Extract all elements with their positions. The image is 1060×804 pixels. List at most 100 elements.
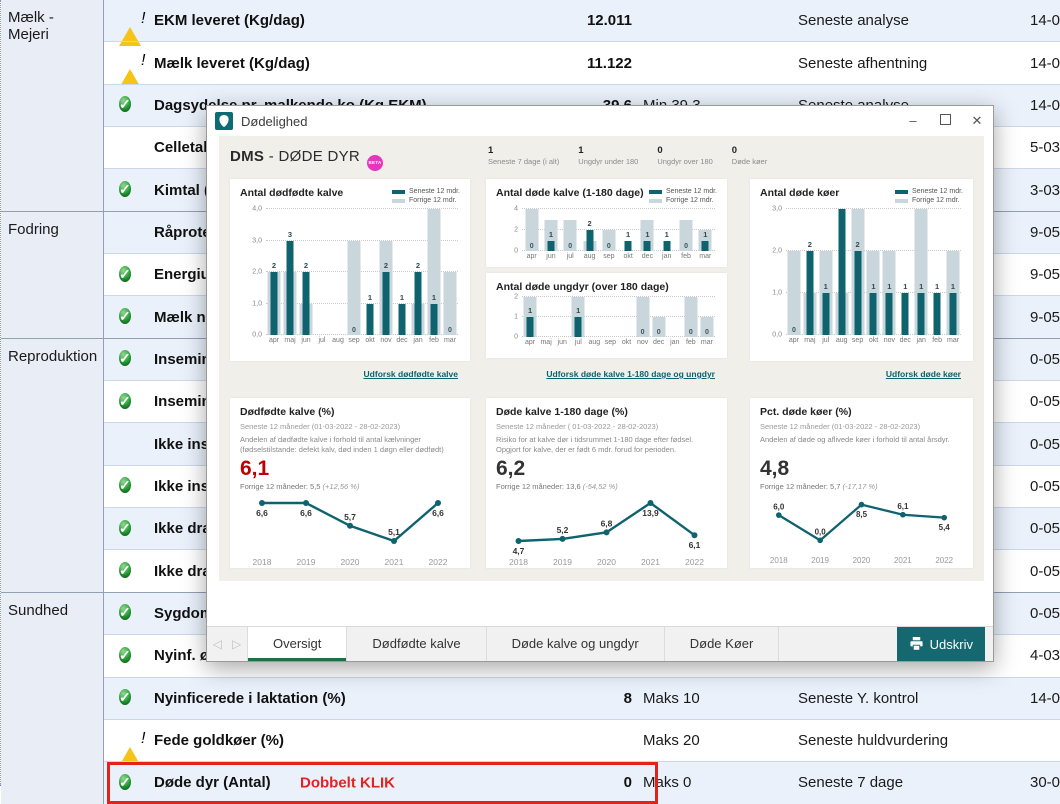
month-label: sep: [850, 337, 866, 344]
table-row[interactable]: !EKM leveret (Kg/dag)12.011Seneste analy…: [104, 0, 1060, 41]
y-tick-label: 2,0: [759, 248, 782, 255]
month-label: apr: [786, 337, 802, 344]
bar-group: 1: [394, 209, 410, 335]
status-ok-glyph: ✓: [119, 604, 131, 620]
tab-scroll-right-icon[interactable]: ▷: [232, 637, 241, 651]
bar-group: 2: [378, 209, 394, 335]
chart-title: Antal dødfødte kalve: [240, 187, 343, 199]
bar-value-label: 1: [887, 282, 891, 291]
bar-group: 0: [676, 209, 695, 251]
tab-d-de-kalve-og-ungdyr[interactable]: Døde kalve og ungdyr: [487, 627, 665, 661]
stat-value: 1: [488, 145, 559, 156]
print-button[interactable]: Udskriv: [897, 627, 985, 661]
y-tick-label: 1: [495, 314, 518, 321]
bar-value-label: 1: [665, 230, 669, 239]
tab-d-df-dte-kalve[interactable]: Dødfødte kalve: [347, 627, 486, 661]
table-row[interactable]: !Fede goldkøer (%)Maks 20Seneste huldvur…: [104, 719, 1060, 761]
row-date: 5-03-23: [1030, 139, 1060, 156]
bar-value-label: 2: [855, 240, 859, 249]
month-label: jul: [561, 253, 580, 260]
year-label: 2022: [685, 557, 704, 567]
dialog-titlebar[interactable]: Dødelighed – ✕: [207, 106, 993, 137]
stat-label: Seneste 7 dage (i alt): [488, 157, 559, 166]
bar-value-label: 1: [703, 230, 707, 239]
bar-latest-12m: [586, 230, 593, 251]
year-label: 2020: [597, 557, 616, 567]
kpi-previous-value: Forrige 12 måneder: 5,7 (-17,17 %): [760, 482, 963, 491]
month-label: sep: [599, 253, 618, 260]
bar-group: [618, 297, 634, 337]
tab-oversigt[interactable]: Oversigt: [247, 627, 347, 661]
status-ok-icon: ✓: [119, 645, 141, 667]
tab-scroll-left-icon[interactable]: ◁: [213, 637, 222, 651]
bar-group: 0: [635, 297, 651, 337]
bar-value-label: 1: [400, 293, 404, 302]
point-value-label: 6,6: [256, 508, 268, 518]
month-label: feb: [676, 253, 695, 260]
status-warning-glyph: [119, 52, 141, 88]
bar-value-label: 2: [587, 219, 591, 228]
dashboard-title: DMS - DØDE DYRBETA: [230, 148, 383, 171]
explore-dead-cows-link[interactable]: Udforsk døde køer: [886, 369, 961, 379]
table-row[interactable]: !Mælk leveret (Kg/dag)11.122Seneste afhe…: [104, 41, 1060, 83]
month-label: dec: [651, 339, 667, 346]
stat-value: 1: [578, 145, 638, 156]
kpi-line-chart: 6,020180,020198,520206,120215,42022: [760, 491, 963, 569]
legend-label: Seneste 12 mdr.: [666, 187, 717, 196]
bar-value-label: 1: [576, 306, 580, 315]
minimize-button[interactable]: –: [897, 106, 929, 136]
data-point: [776, 512, 782, 518]
row-date: 4-03-23: [1030, 647, 1060, 664]
status-alert-icon: [119, 221, 141, 243]
point-value-label: 6,0: [773, 502, 785, 511]
month-label: aug: [834, 337, 850, 344]
status-ok-glyph: ✓: [119, 266, 131, 282]
table-row[interactable]: ✓Nyinficerede i laktation (%)8Maks 10Sen…: [104, 677, 1060, 719]
bar-latest-12m: [902, 293, 909, 335]
y-tick-label: 0: [495, 248, 518, 255]
y-tick-label: 2,0: [239, 269, 262, 276]
tab-d-de-k-er[interactable]: Døde Køer: [665, 627, 780, 661]
bars-area: 2320121210: [266, 209, 458, 335]
row-date: 0-05-23: [1030, 563, 1060, 580]
legend-swatch: [895, 199, 908, 203]
print-button-label: Udskriv: [930, 637, 973, 652]
bar-group: 1: [696, 209, 715, 251]
point-value-label: 13,9: [642, 508, 659, 518]
kpi-line-chart: 4,720185,220196,8202013,920216,12022: [496, 491, 717, 569]
row-label: Fede goldkøer (%): [154, 732, 454, 749]
legend-swatch: [649, 190, 662, 194]
bar-chart-card: Antal døde køerSeneste 12 mdr.Forrige 12…: [750, 179, 973, 361]
bar-value-label: 2: [416, 261, 420, 270]
bar-group: [554, 297, 570, 337]
kpi-current-value: 6,1: [240, 457, 460, 481]
row-metric: Seneste afhentning: [798, 55, 1030, 72]
status-warning-icon: !: [119, 730, 141, 752]
explore-stillborn-calves-link[interactable]: Udforsk dødfødte kalve: [364, 369, 458, 379]
bar-group: 0: [442, 209, 458, 335]
status-ok-glyph: ✓: [119, 181, 131, 197]
status-ok-icon: ✓: [119, 518, 141, 540]
bar-latest-12m: [854, 251, 861, 335]
close-button[interactable]: ✕: [961, 106, 993, 136]
table-row[interactable]: ✓Døde dyr (Antal)Dobbelt KLIK0Maks 0Sene…: [104, 761, 1060, 803]
kpi-card: Døde kalve 1-180 dage (%)Seneste 12 måne…: [486, 398, 727, 568]
kpi-current-value: 6,2: [496, 457, 717, 481]
tab-scroll-arrows[interactable]: ◁▷: [207, 627, 247, 661]
bar-group: 1: [570, 297, 586, 337]
chart-head: Antal døde ungdyr (over 180 dage): [496, 281, 717, 293]
bar-latest-12m: [547, 241, 554, 252]
month-label: mar: [696, 253, 715, 260]
kpi-line-chart: 6,620186,620195,720205,120216,62022: [240, 491, 460, 569]
maximize-button[interactable]: [929, 106, 961, 136]
row-date: 3-03-23: [1030, 182, 1060, 199]
bar-latest-12m: [367, 304, 374, 336]
stat-value: 0: [732, 145, 767, 156]
section-label: Sundhed: [1, 593, 104, 804]
bar-group: 0: [599, 209, 618, 251]
point-value-label: 0,0: [815, 528, 827, 537]
year-label: 2020: [853, 556, 871, 565]
bar-zero-label: 0: [684, 243, 688, 250]
data-point: [516, 538, 522, 544]
explore-dead-calves-youngstock-link[interactable]: Udforsk døde kalve 1-180 dage og ungdyr: [546, 369, 715, 379]
